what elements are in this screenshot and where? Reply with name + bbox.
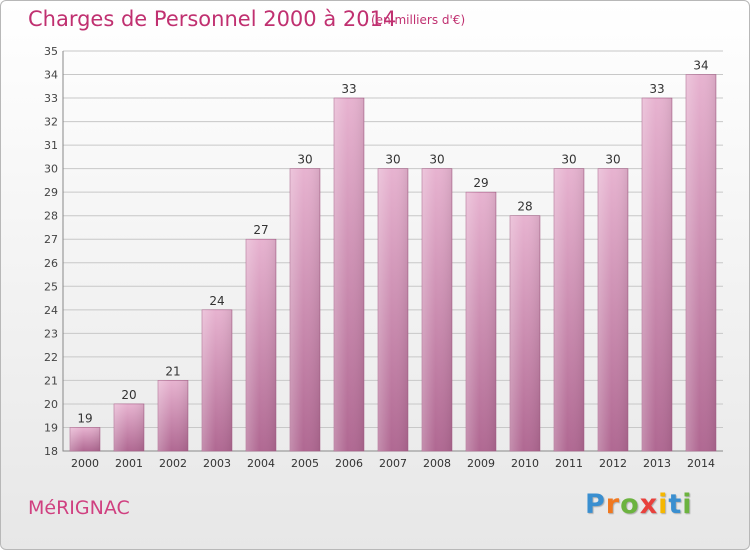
bar-shine <box>70 427 100 451</box>
x-tick-label: 2004 <box>247 457 275 470</box>
data-label: 19 <box>77 411 92 425</box>
y-tick-label: 18 <box>44 445 58 458</box>
x-tick-label: 2001 <box>115 457 143 470</box>
data-label: 28 <box>517 200 532 214</box>
x-tick-label: 2005 <box>291 457 319 470</box>
x-tick-label: 2013 <box>643 457 671 470</box>
data-label: 27 <box>253 223 268 237</box>
y-tick-label: 35 <box>44 45 58 58</box>
bar-shine <box>202 309 232 451</box>
bar-shine <box>114 403 144 451</box>
x-axis: 2000 2001 2002 2003 2004 2005 2006 2007 2008 2009… <box>71 457 715 470</box>
x-tick-label: 2011 <box>555 457 583 470</box>
bar-shine <box>642 98 672 451</box>
data-label: 29 <box>473 176 488 190</box>
x-tick-label: 2000 <box>71 457 99 470</box>
data-label: 30 <box>605 153 620 167</box>
city-name: MéRIGNAC <box>28 497 130 519</box>
x-tick-label: 2007 <box>379 457 407 470</box>
bar-shine <box>686 74 716 451</box>
bar-shine <box>334 98 364 451</box>
x-tick-label: 2006 <box>335 457 363 470</box>
data-labels: 19 20 21 24 27 30 33 30 30 29 28 30 30 33 34 <box>77 59 708 426</box>
data-label: 24 <box>209 294 224 308</box>
chart-subtitle: (en milliers d'€) <box>371 13 466 27</box>
bar-shine <box>554 168 584 451</box>
y-tick-label: 22 <box>44 351 58 364</box>
y-tick-label: 34 <box>44 69 58 82</box>
y-tick-label: 28 <box>44 210 58 223</box>
x-tick-label: 2012 <box>599 457 627 470</box>
data-label: 20 <box>121 388 136 402</box>
bars <box>69 74 717 452</box>
y-tick-label: 30 <box>44 163 58 176</box>
y-tick-label: 27 <box>44 233 58 246</box>
x-tick-label: 2010 <box>511 457 539 470</box>
data-label: 30 <box>297 153 312 167</box>
y-tick-label: 20 <box>44 398 58 411</box>
y-tick-label: 26 <box>44 257 58 270</box>
data-label: 30 <box>385 153 400 167</box>
logo-letter: i <box>658 489 669 520</box>
axis-lines <box>62 51 723 452</box>
logo-letter: t <box>668 489 683 520</box>
y-tick-label: 19 <box>44 421 58 434</box>
bar-shine <box>598 168 628 451</box>
y-tick-label: 21 <box>44 374 58 387</box>
y-tick-label: 25 <box>44 280 58 293</box>
logo-letter: o <box>620 489 640 520</box>
data-label: 33 <box>649 82 664 96</box>
data-label: 34 <box>693 59 708 73</box>
data-label: 30 <box>561 153 576 167</box>
bar-shine <box>378 168 408 451</box>
y-axis: 18 19 20 21 22 23 24 25 26 27 28 29 30 31 32 33 34 35 <box>44 45 58 458</box>
x-tick-label: 2003 <box>203 457 231 470</box>
y-tick-label: 33 <box>44 92 58 105</box>
bar-shine <box>466 192 496 452</box>
logo-letter: r <box>605 489 621 520</box>
bar-shine <box>158 380 188 451</box>
x-tick-label: 2002 <box>159 457 187 470</box>
bar-shine <box>246 239 276 451</box>
data-label: 21 <box>165 364 180 378</box>
chart-title: Charges de Personnel 2000 à 2014 <box>28 7 397 31</box>
logo-letter: P <box>585 489 606 520</box>
y-tick-label: 23 <box>44 327 58 340</box>
x-tick-label: 2009 <box>467 457 495 470</box>
y-tick-label: 24 <box>44 304 58 317</box>
bar-shine <box>422 168 452 451</box>
bar-shine <box>290 168 320 451</box>
proxiti-logo: Proxiti <box>585 489 693 520</box>
logo-letter: x <box>639 489 659 520</box>
x-tick-label: 2008 <box>423 457 451 470</box>
x-tick-label: 2014 <box>687 457 715 470</box>
data-label: 30 <box>429 153 444 167</box>
data-label: 33 <box>341 82 356 96</box>
y-tick-label: 31 <box>44 139 58 152</box>
y-tick-label: 32 <box>44 116 58 129</box>
bar-shine <box>510 215 540 451</box>
y-tick-label: 29 <box>44 186 58 199</box>
logo-letter: i <box>682 489 693 520</box>
